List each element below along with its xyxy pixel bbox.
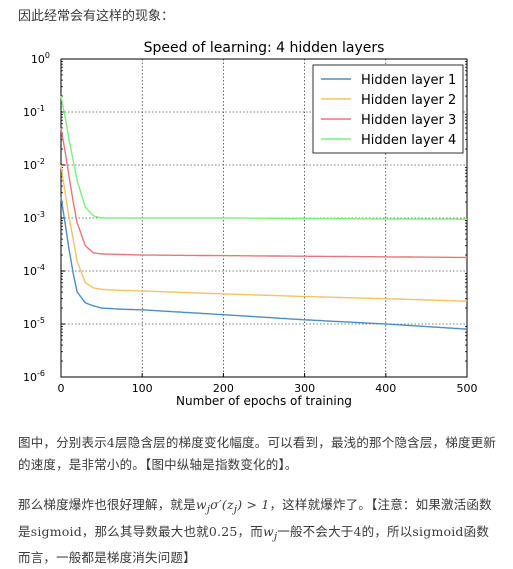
intro-text: 因此经常会有这样的现象：: [18, 9, 175, 24]
series-lines: [60, 95, 468, 330]
x-tick-label: 100: [132, 382, 153, 395]
legend: Hidden layer 1 Hidden layer 2 Hidden layer…: [312, 64, 464, 154]
para2-before: 那么梯度爆炸也很好理解，就是: [18, 497, 196, 512]
x-tick-label: 200: [213, 382, 234, 395]
series-line-hidden-layer-2: [60, 164, 467, 302]
x-tick-label: 400: [375, 382, 396, 395]
legend-label: Hidden layer 1: [361, 73, 456, 88]
y-tick-label: 10-4: [23, 263, 45, 278]
chart-svg: Speed of learning: 4 hidden layers 0 100 2…: [23, 40, 478, 408]
series-line-hidden-layer-4: [60, 95, 467, 220]
x-tick-label: 500: [457, 382, 478, 395]
series-line-hidden-layer-1: [60, 196, 468, 330]
formula-wj-sigma: wjσ′(zj) > 1: [195, 497, 270, 516]
legend-label: Hidden layer 2: [361, 93, 456, 108]
formula-wj: wj: [262, 523, 278, 543]
y-tick-label: 10-3: [23, 210, 45, 225]
learning-speed-chart: Speed of learning: 4 hidden layers 0 100 2…: [0, 32, 513, 417]
series-line-hidden-layer-3: [60, 127, 467, 259]
x-axis-label: Number of epochs of training: [176, 394, 352, 408]
chart-title: Speed of learning: 4 hidden layers: [144, 40, 385, 56]
x-tick-label: 300: [294, 382, 315, 395]
paragraph-gradient-explosion: 那么梯度爆炸也很好理解，就是wjσ′(zj) > 1，这样就爆炸了。【注意：如果…: [18, 494, 500, 569]
y-tick-label: 10-5: [23, 316, 45, 331]
y-tick-label: 10-2: [23, 157, 45, 172]
legend-label: Hidden layer 4: [361, 133, 456, 148]
x-tick-label: 0: [58, 382, 65, 395]
para2-middle: ，这样就爆炸了。【注意：如果激活函数是sigmoid，那么其导数最大也就0.25…: [18, 497, 492, 539]
y-tick-label: 10-6: [23, 369, 45, 384]
y-tick-label: 100: [31, 51, 50, 66]
y-tick-label: 10-1: [23, 104, 45, 119]
paragraph-gradient-vanishing: 图中，分别表示4层隐含层的梯度变化幅度。可以看到，最浅的那个隐含层，梯度更新的速…: [18, 435, 497, 472]
legend-label: Hidden layer 3: [361, 113, 456, 128]
